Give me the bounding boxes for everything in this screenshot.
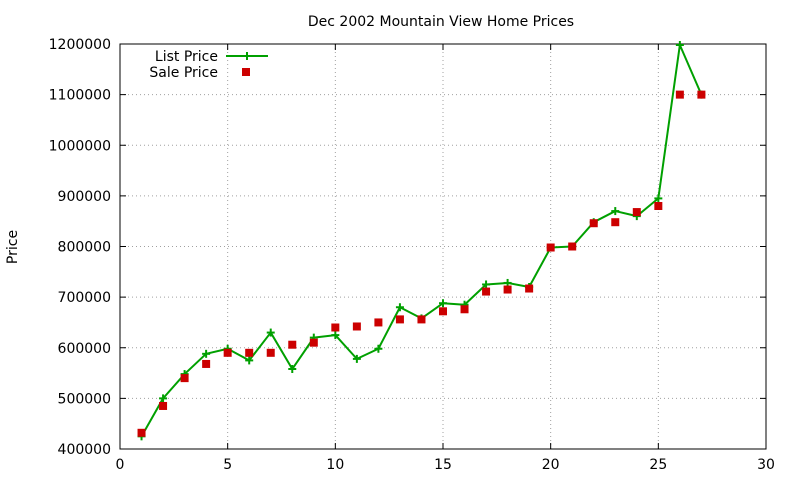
sale-price-point <box>352 322 361 331</box>
x-tick-label: 15 <box>434 457 452 473</box>
series-list-price <box>137 41 706 441</box>
axis-ticks <box>119 43 767 450</box>
sale-price-point <box>417 315 426 324</box>
legend-label: List Price <box>155 49 218 65</box>
series-sale-price <box>137 90 706 437</box>
sale-price-point <box>288 340 297 349</box>
list-price-point <box>202 349 211 358</box>
list-price-point <box>482 280 491 289</box>
legend-plus-marker <box>243 52 251 60</box>
sale-price-point <box>675 90 684 99</box>
sale-price-point <box>632 208 641 217</box>
list-price-point <box>374 344 383 353</box>
list-price-point <box>266 328 275 337</box>
x-tick-label: 30 <box>757 457 775 473</box>
tick-labels: 0 5 10 15 20 25 30 400000 500000 600000 700000 8000… <box>49 37 775 473</box>
list-price-point <box>439 299 447 308</box>
list-price-point <box>245 356 254 365</box>
y-tick-label: 800000 <box>58 240 111 256</box>
list-price-point <box>395 303 404 312</box>
sale-price-point <box>503 285 512 294</box>
y-tick-label: 1200000 <box>49 37 111 53</box>
list-price-point <box>159 394 168 403</box>
x-tick-label: 20 <box>542 457 560 473</box>
sale-price-point <box>137 428 146 437</box>
chart-title: Dec 2002 Mountain View Home Prices <box>308 14 574 30</box>
sale-price-point <box>245 348 254 357</box>
y-tick-label: 1000000 <box>49 138 111 154</box>
x-tick-label: 0 <box>116 457 125 473</box>
sale-price-point <box>546 243 555 252</box>
sale-price-point <box>331 323 340 332</box>
list-price-point <box>675 41 684 50</box>
y-axis-label: Price <box>5 230 21 264</box>
y-tick-label: 400000 <box>58 442 111 458</box>
list-price-point <box>331 331 340 340</box>
x-tick-label: 10 <box>326 457 344 473</box>
sale-price-point <box>482 287 491 296</box>
series-layer <box>137 41 706 441</box>
legend-square-marker <box>242 68 250 76</box>
x-tick-label: 5 <box>223 457 232 473</box>
y-tick-label: 500000 <box>58 391 111 407</box>
list-price-point <box>611 207 620 216</box>
sale-price-point <box>697 90 706 99</box>
sale-price-point <box>202 359 211 368</box>
list-price-point <box>352 354 361 363</box>
y-tick-label: 1100000 <box>49 88 111 104</box>
list-price-point <box>654 194 663 203</box>
list-price-point <box>288 365 297 374</box>
y-tick-label: 700000 <box>58 290 111 306</box>
x-tick-label: 25 <box>649 457 667 473</box>
sale-price-point <box>589 219 598 228</box>
sale-price-point <box>223 348 232 357</box>
sale-price-point <box>439 307 447 316</box>
legend-label: Sale Price <box>149 65 218 81</box>
sale-price-point <box>180 374 189 383</box>
y-tick-label: 900000 <box>58 189 111 205</box>
y-tick-label: 600000 <box>58 341 111 357</box>
sale-price-point <box>611 218 620 227</box>
grid <box>120 44 766 449</box>
sale-price-point <box>266 348 275 357</box>
sale-price-point <box>525 284 534 293</box>
sale-price-point <box>568 242 577 251</box>
sale-price-point <box>309 338 318 347</box>
sale-price-point <box>460 305 469 314</box>
sale-price-point <box>654 202 663 210</box>
sale-price-point <box>395 315 404 324</box>
sale-price-point <box>374 318 383 327</box>
list-price-line <box>140 44 703 437</box>
sale-price-point <box>159 401 168 410</box>
